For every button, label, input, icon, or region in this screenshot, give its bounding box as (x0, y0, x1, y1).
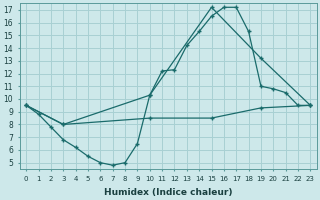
X-axis label: Humidex (Indice chaleur): Humidex (Indice chaleur) (104, 188, 233, 197)
